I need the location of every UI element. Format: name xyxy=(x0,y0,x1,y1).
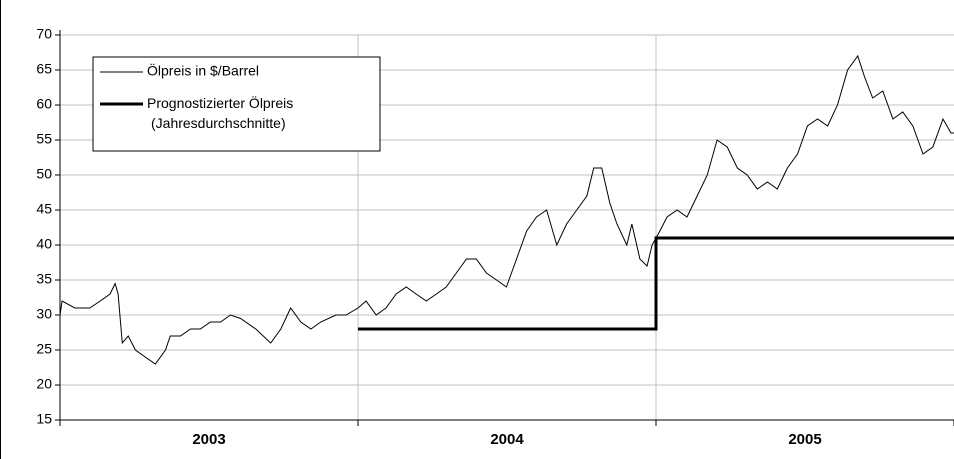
y-tick-label: 30 xyxy=(36,306,52,322)
legend-label: Prognostizierter Ölpreis (Jahresdurchschn… xyxy=(147,94,293,131)
y-tick-label: 60 xyxy=(36,96,52,112)
x-category-label: 2005 xyxy=(788,431,821,448)
y-tick-label: 35 xyxy=(36,271,52,287)
y-tick-label: 55 xyxy=(36,131,52,147)
x-category-label: 2004 xyxy=(490,431,524,448)
y-tick-label: 50 xyxy=(36,166,52,182)
series-line xyxy=(59,54,954,365)
y-tick-label: 20 xyxy=(36,376,52,392)
y-tick-label: 45 xyxy=(36,201,52,217)
y-tick-label: 25 xyxy=(36,341,52,357)
x-category-label: 2003 xyxy=(192,431,225,448)
y-tick-label: 15 xyxy=(36,411,52,427)
y-tick-label: 40 xyxy=(36,236,52,252)
series-line xyxy=(358,236,954,331)
legend-label: Ölpreis in $/Barrel xyxy=(147,62,259,79)
y-tick-label: 65 xyxy=(36,61,52,77)
y-tick-label: 70 xyxy=(36,26,52,42)
